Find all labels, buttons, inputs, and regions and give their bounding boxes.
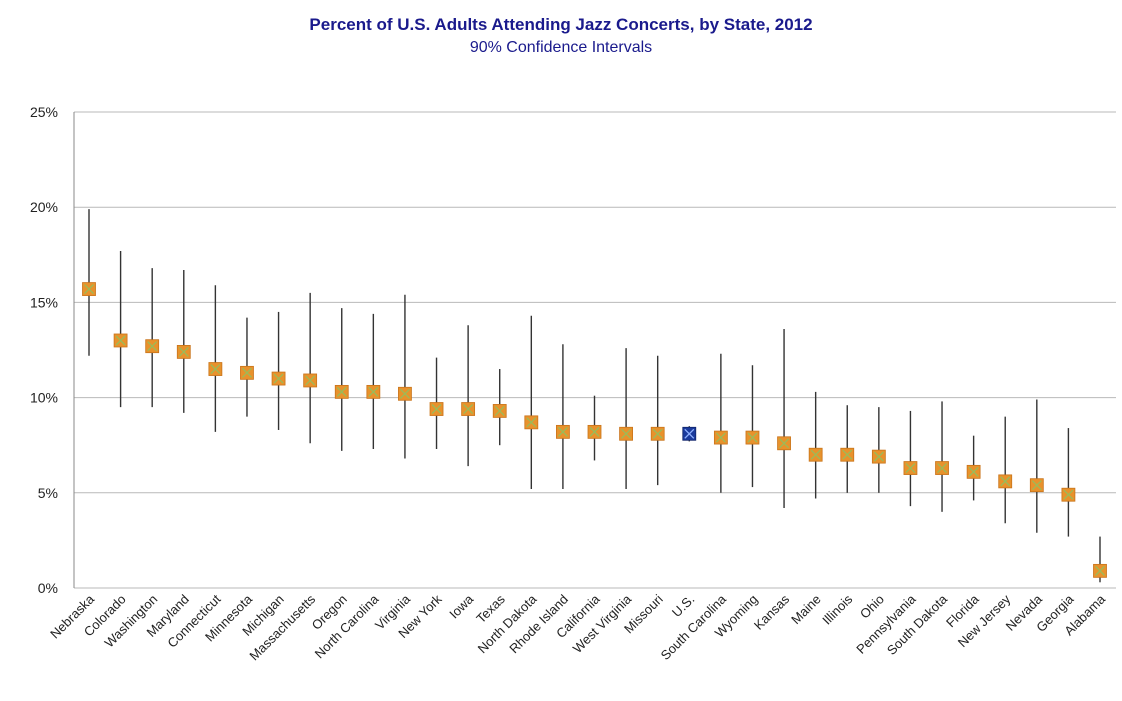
- state-point-marker: [871, 449, 886, 464]
- y-tick-label: 25%: [30, 104, 58, 120]
- y-tick-label: 0%: [38, 580, 58, 596]
- y-tick-label: 10%: [30, 390, 58, 406]
- state-point-marker: [366, 384, 381, 399]
- state-point-marker: [176, 345, 191, 359]
- x-tick-label: Iowa: [446, 591, 477, 622]
- state-point-marker: [713, 430, 728, 445]
- x-tick-label: Maine: [788, 592, 824, 628]
- y-tick-label: 5%: [38, 485, 58, 501]
- state-point-marker: [398, 386, 412, 401]
- state-point-marker: [429, 402, 444, 416]
- y-tick-label: 15%: [30, 294, 58, 310]
- x-tick-label: Illinois: [819, 591, 856, 628]
- state-point-marker: [82, 282, 96, 296]
- state-point-marker: [808, 447, 823, 462]
- chart-title: Percent of U.S. Adults Attending Jazz Co…: [309, 15, 812, 34]
- us-point-marker: [682, 426, 697, 441]
- y-axis-tick-labels: 0% 5% 10% 15% 20% 25%: [30, 104, 58, 596]
- point-estimate-markers: [82, 282, 1107, 578]
- x-tick-label: Kansas: [751, 591, 793, 633]
- state-point-marker: [492, 404, 507, 418]
- x-axis-tick-labels: NebraskaColoradoWashingtonMarylandConnec…: [47, 591, 1108, 663]
- state-point-marker: [935, 461, 949, 475]
- state-point-marker: [524, 415, 539, 430]
- state-point-marker: [619, 426, 633, 441]
- state-point-marker: [208, 362, 223, 376]
- state-point-marker: [998, 474, 1013, 489]
- state-point-marker: [556, 424, 570, 439]
- state-point-marker: [271, 371, 286, 386]
- state-point-marker: [840, 447, 855, 462]
- state-point-marker: [903, 461, 918, 475]
- state-point-marker: [650, 426, 665, 441]
- state-point-marker: [1029, 478, 1044, 493]
- state-point-marker: [587, 424, 602, 439]
- state-point-marker: [334, 384, 349, 399]
- state-point-marker: [145, 339, 160, 354]
- chart-subtitle: 90% Confidence Intervals: [470, 39, 652, 56]
- state-point-marker: [777, 436, 791, 451]
- y-tick-label: 20%: [30, 199, 58, 215]
- gridlines: [74, 111, 1116, 589]
- state-point-marker: [1061, 487, 1076, 502]
- state-point-marker: [240, 365, 254, 380]
- state-point-marker: [966, 464, 981, 479]
- state-point-marker: [303, 373, 318, 388]
- confidence-interval-whiskers: [88, 209, 1101, 583]
- state-point-marker: [113, 333, 128, 348]
- state-point-marker: [745, 430, 760, 445]
- state-point-marker: [461, 402, 476, 416]
- state-point-marker: [1093, 563, 1107, 578]
